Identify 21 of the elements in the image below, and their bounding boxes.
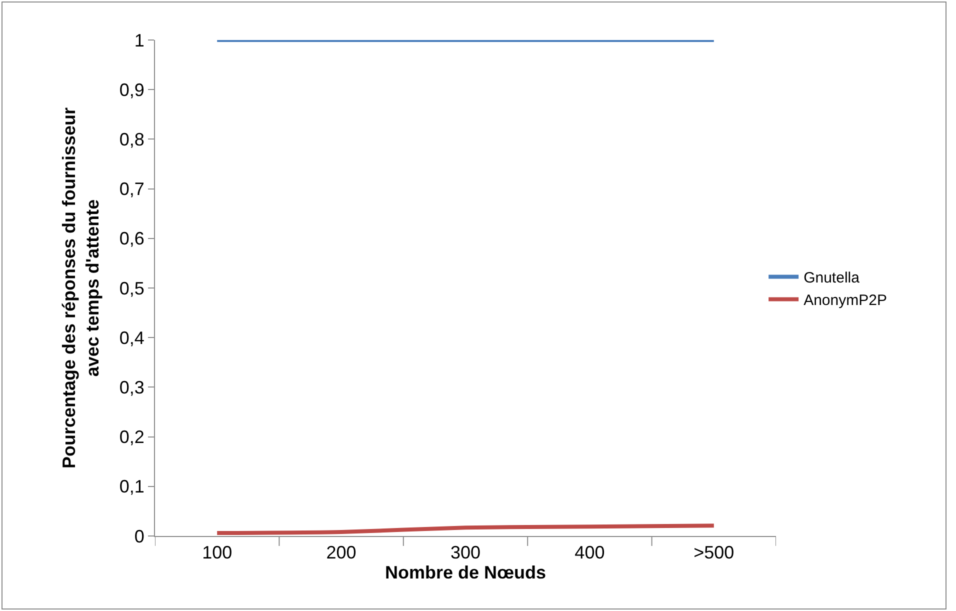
y-tick-label: 1	[134, 30, 144, 50]
x-tick-label: 200	[326, 542, 356, 563]
y-tick-label: 0	[134, 526, 144, 546]
y-tick-label: 0,3	[119, 378, 144, 398]
x-tick-label: 100	[202, 542, 232, 563]
x-axis-title: Nombre de Nœuds	[384, 562, 546, 583]
y-tick-label: 0,8	[119, 130, 144, 150]
x-tick-label: 400	[574, 542, 605, 563]
y-tick-label: 0,2	[119, 427, 144, 448]
y-tick-label: 0,9	[119, 80, 144, 100]
y-axis-title: Pourcentage des réponses du fournisseur avec temps d'attente	[59, 107, 103, 469]
x-tick-label: 300	[450, 542, 481, 563]
legend-label: AnonymP2P	[804, 292, 887, 310]
legend-label: Gnutella	[804, 270, 860, 287]
y-tick-label: 0,1	[119, 476, 144, 497]
line-series	[215, 524, 716, 536]
y-tick-label: 0,5	[119, 278, 144, 298]
y-tick-label: 0,6	[119, 228, 144, 249]
y-tick-label: 0,4	[119, 328, 144, 348]
x-tick-label: >500	[694, 542, 734, 563]
y-tick-label: 0,7	[119, 179, 144, 200]
